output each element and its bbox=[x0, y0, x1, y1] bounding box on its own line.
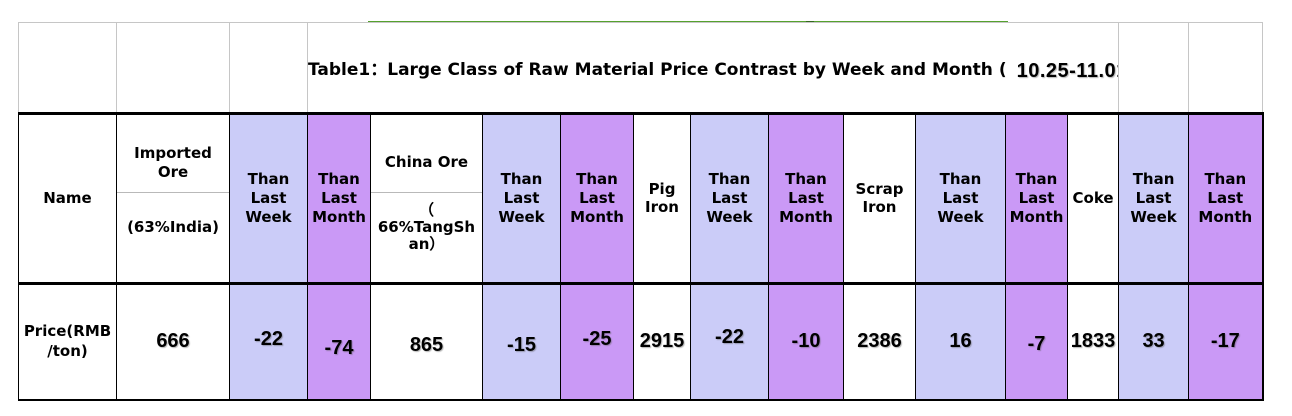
imported-ore-month-header: Than Last Month bbox=[307, 112, 371, 285]
pig-iron-vs-month-cell: -10 bbox=[768, 282, 844, 401]
pig-iron-week-header: Than Last Week bbox=[690, 112, 769, 285]
china-ore-vs-month: -25 bbox=[582, 328, 612, 350]
china-ore-vs-month-cell: -25 bbox=[560, 282, 634, 401]
coke-header: Coke bbox=[1066, 112, 1120, 285]
china-ore-vs-week: -15 bbox=[507, 334, 536, 356]
scrap-iron-month-header: Than Last Month bbox=[1005, 112, 1068, 285]
price-data-row: Price(RMB /ton) 666 -22 -74 865 -15 -25 … bbox=[18, 282, 1264, 401]
imported-ore-label: Imported Ore bbox=[117, 134, 229, 193]
china-ore-price: 865 bbox=[409, 334, 444, 356]
pig-iron-vs-month: -10 bbox=[791, 330, 821, 352]
scrap-iron-price-cell: 2386 bbox=[843, 282, 916, 401]
imported-ore-vs-week: -22 bbox=[254, 328, 283, 350]
imported-ore-header: Imported Ore (63%India) bbox=[116, 112, 230, 285]
title-row-empty-cell bbox=[1118, 22, 1190, 114]
scrap-iron-week-header: Than Last Week bbox=[915, 112, 1006, 285]
china-ore-vs-week-cell: -15 bbox=[482, 282, 561, 401]
china-ore-week-header: Than Last Week bbox=[482, 112, 561, 285]
title-row: Table1：Large Class of Raw Material Price… bbox=[18, 22, 1264, 114]
scrap-iron-vs-week: 16 bbox=[949, 330, 972, 352]
pig-iron-price: 2915 bbox=[639, 330, 685, 352]
coke-vs-month-cell: -17 bbox=[1188, 282, 1264, 401]
price-row-label: Price(RMB /ton) bbox=[18, 282, 117, 401]
imported-ore-vs-week-cell: -22 bbox=[229, 282, 308, 401]
scrap-iron-price: 2386 bbox=[857, 330, 902, 352]
scrap-iron-vs-month-cell: -7 bbox=[1005, 282, 1068, 401]
title-row-empty-cell bbox=[229, 22, 308, 114]
china-ore-month-header: Than Last Month bbox=[560, 112, 634, 285]
name-column-header: Name bbox=[18, 112, 117, 285]
table-title: Table1：Large Class of Raw Material Price… bbox=[306, 22, 1120, 114]
title-text: Table1：Large Class of Raw Material Price… bbox=[308, 59, 1007, 80]
title-row-empty-cell bbox=[1188, 22, 1264, 114]
coke-vs-week-cell: 33 bbox=[1118, 282, 1190, 401]
scrap-iron-vs-month: -7 bbox=[1027, 333, 1046, 355]
pig-iron-price-cell: 2915 bbox=[633, 282, 691, 401]
coke-price: 1833 bbox=[1070, 330, 1116, 352]
pig-iron-vs-week-cell: -22 bbox=[690, 282, 769, 401]
imported-ore-week-header: Than Last Week bbox=[229, 112, 308, 285]
header-row: Name Imported Ore (63%India) Than Last W… bbox=[18, 112, 1264, 285]
raw-material-price-table: Table1：Large Class of Raw Material Price… bbox=[18, 22, 1264, 401]
imported-ore-price-cell: 666 bbox=[116, 282, 230, 401]
imported-ore-sublabel: (63%India) bbox=[127, 218, 219, 237]
pig-iron-vs-week: -22 bbox=[715, 326, 744, 348]
imported-ore-vs-month: -74 bbox=[324, 337, 354, 359]
coke-vs-week: 33 bbox=[1142, 330, 1165, 352]
imported-ore-price: 666 bbox=[156, 330, 190, 352]
china-ore-sublabel: （ 66%TangSh an） bbox=[377, 200, 476, 254]
title-row-empty-cell bbox=[18, 22, 117, 114]
pig-iron-month-header: Than Last Month bbox=[768, 112, 844, 285]
china-ore-label: China Ore bbox=[371, 134, 482, 193]
coke-price-cell: 1833 bbox=[1066, 282, 1120, 401]
title-row-empty-cell bbox=[116, 22, 230, 114]
scrap-iron-vs-week-cell: 16 bbox=[915, 282, 1006, 401]
scrap-iron-header: Scrap Iron bbox=[843, 112, 916, 285]
pig-iron-header: Pig Iron bbox=[633, 112, 691, 285]
china-ore-price-cell: 865 bbox=[370, 282, 483, 401]
coke-month-header: Than Last Month bbox=[1188, 112, 1264, 285]
coke-week-header: Than Last Week bbox=[1118, 112, 1190, 285]
china-ore-header: China Ore （ 66%TangSh an） bbox=[370, 112, 483, 285]
imported-ore-vs-month-cell: -74 bbox=[307, 282, 371, 401]
coke-vs-month: -17 bbox=[1210, 330, 1240, 352]
title-date-range: 10.25-11.01 bbox=[1016, 59, 1119, 82]
